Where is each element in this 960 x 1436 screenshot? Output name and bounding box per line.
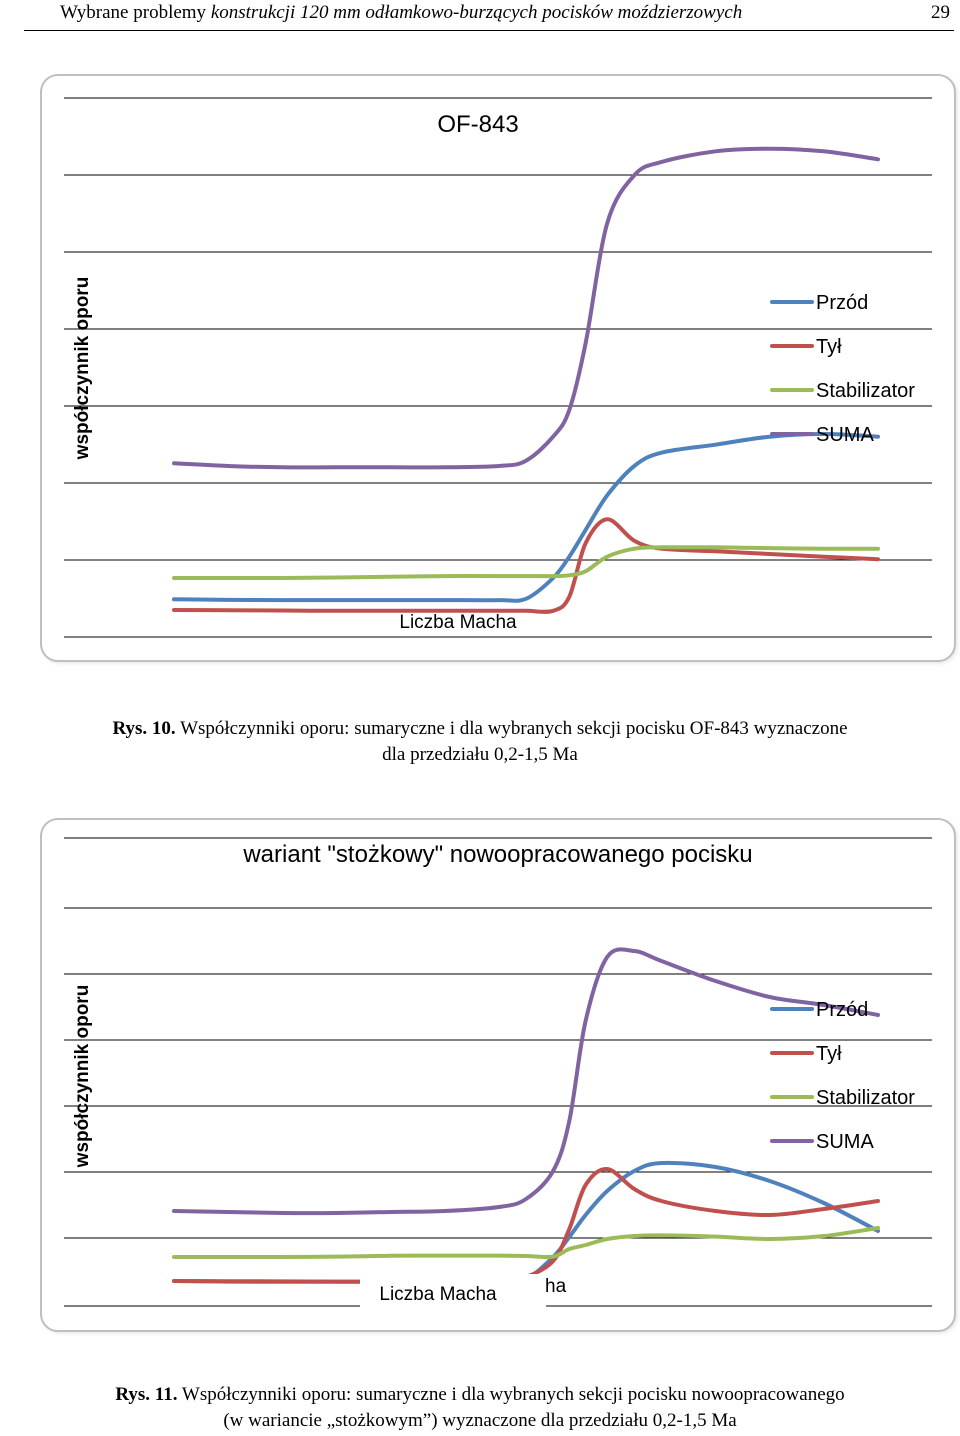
chart-2-x-axis-label: Liczba Macha <box>379 1284 497 1305</box>
caption-1-line-2: dla przedziału 0,2-1,5 Ma <box>382 744 578 765</box>
chart-1-legend-label: Stabilizator <box>816 380 915 402</box>
chart-1-title: OF-843 <box>437 111 518 138</box>
chart-1-legend-label: Przód <box>816 292 868 314</box>
chart-1-y-axis-label: współczynnik oporu <box>72 277 93 461</box>
caption-1-label: Rys. 10. <box>112 718 176 739</box>
caption-2-label: Rys. 11. <box>115 1384 178 1405</box>
chart-1-series-ty-line <box>172 517 880 614</box>
chart-1: OF-843 współczynnik oporu Liczba Macha Przó… <box>64 97 932 638</box>
chart-1-series-stabilizator-line <box>172 545 880 581</box>
page-header: Wybrane problemy konstrukcji 120 mm odła… <box>24 0 954 31</box>
page-number: 29 <box>931 2 950 23</box>
chart-2-legend-label: SUMA <box>816 1131 874 1153</box>
header-prefix: Wybrane problemy <box>60 2 211 23</box>
chart-2-series-przd-line <box>172 1160 880 1284</box>
caption-2-line-2: (w wariancie „stożkowym”) wyznaczone dla… <box>223 1410 737 1431</box>
chart-2-legend-label: Przód <box>816 999 868 1021</box>
chart-2-frame: wariant "stożkowy" nowoopracowanego poci… <box>40 818 956 1332</box>
chart-2-legend-label: Stabilizator <box>816 1087 915 1109</box>
chart-2-series-ty-line <box>172 1166 880 1284</box>
caption-2-line-1: Rys. 11. Współczynniki oporu: sumaryczne… <box>0 1382 960 1408</box>
caption-1-text: Współczynniki oporu: sumaryczne i dla wy… <box>175 718 848 739</box>
header-title: Wybrane problemy konstrukcji 120 mm odła… <box>60 2 742 24</box>
chart-1-legend-label: SUMA <box>816 424 874 446</box>
chart-2: wariant "stożkowy" nowoopracowanego poci… <box>64 837 932 1330</box>
chart-2-x-label-box <box>360 1274 546 1330</box>
caption-1-line-1: Rys. 10. Współczynniki oporu: sumaryczne… <box>0 716 960 742</box>
chart-2-x-label-fragment: ha <box>545 1276 567 1297</box>
header-italic: konstrukcji 120 mm odłamkowo-burzących p… <box>210 2 743 23</box>
caption-2: Rys. 11. Współczynniki oporu: sumaryczne… <box>0 1382 960 1434</box>
chart-1-x-axis-label: Liczba Macha <box>399 612 517 633</box>
chart-2-y-axis-label: współczynnik oporu <box>72 985 93 1169</box>
chart-1-series-suma-line <box>172 146 880 470</box>
chart-2-title: wariant "stożkowy" nowoopracowanego poci… <box>242 841 752 868</box>
chart-1-frame: OF-843 współczynnik oporu Liczba Macha Przó… <box>40 74 956 662</box>
chart-1-legend-label: Tył <box>816 336 842 358</box>
chart-2-legend-label: Tył <box>816 1043 842 1065</box>
chart-2-series-stabilizator-line <box>172 1226 880 1260</box>
chart-1-series-przd-line <box>172 432 880 603</box>
caption-1: Rys. 10. Współczynniki oporu: sumaryczne… <box>0 716 960 768</box>
caption-2-text: Współczynniki oporu: sumaryczne i dla wy… <box>177 1384 845 1405</box>
chart-2-series-suma-line <box>172 947 880 1216</box>
